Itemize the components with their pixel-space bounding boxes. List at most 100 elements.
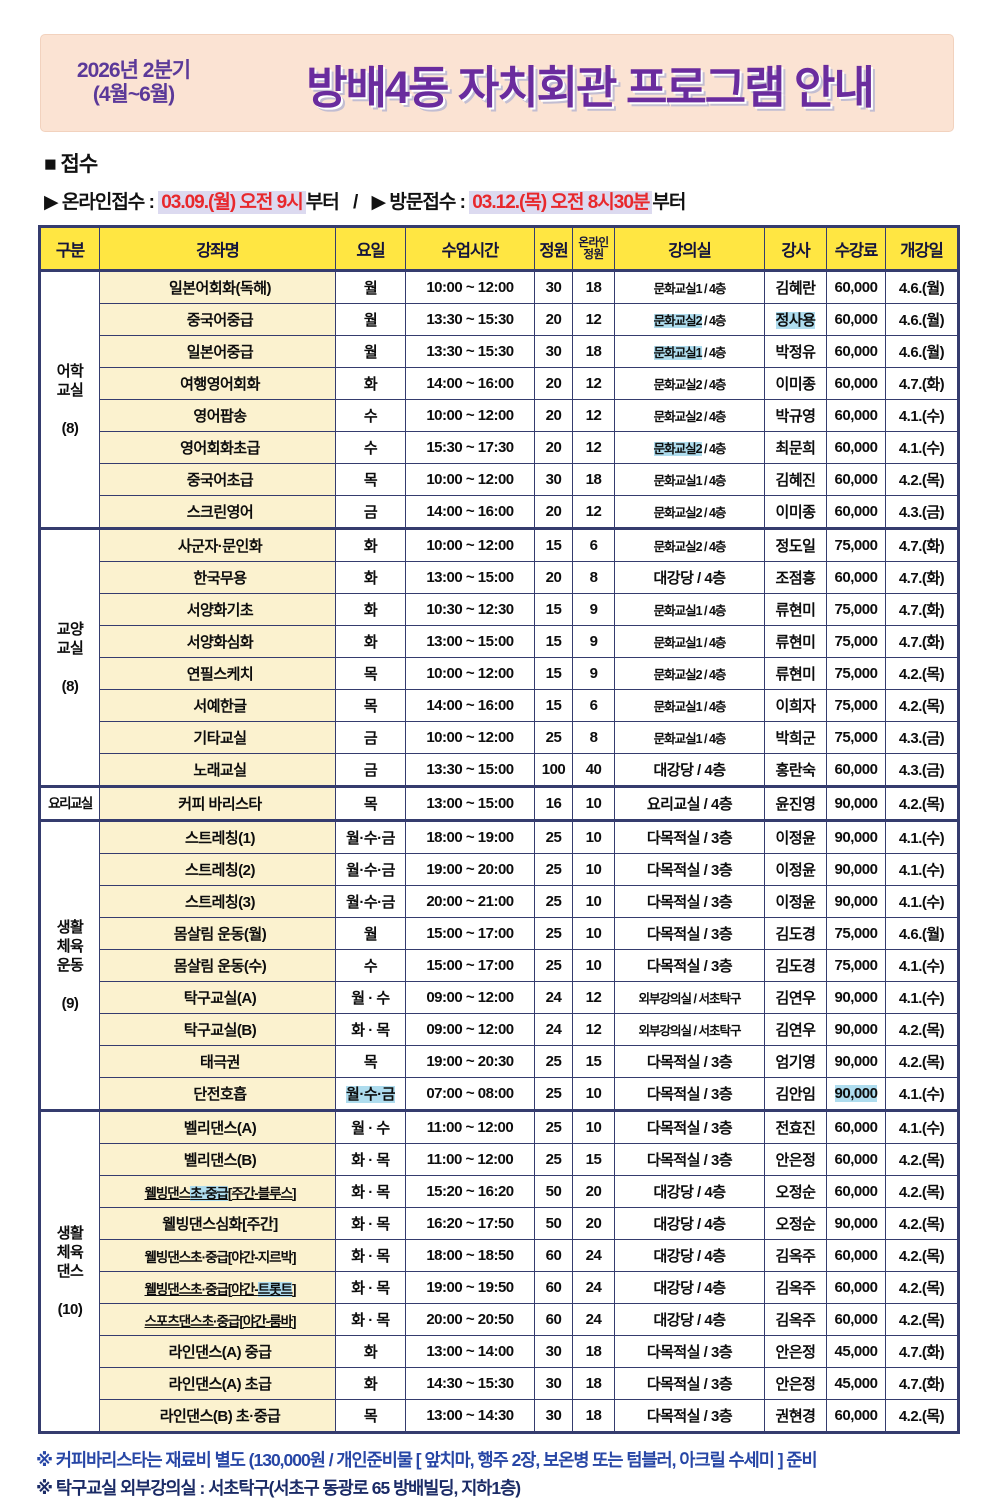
online-capacity-cell: 20	[572, 1175, 615, 1208]
capacity-cell: 20	[534, 431, 573, 464]
column-header: 강좌명	[99, 226, 336, 272]
online-capacity-cell: 18	[572, 463, 615, 496]
class-time-cell: 10:00 ~ 12:00	[405, 721, 535, 754]
course-name-cell: 연필스케치	[99, 657, 336, 690]
capacity-cell: 15	[534, 689, 573, 722]
fee-cell: 60,000	[826, 303, 886, 336]
capacity-cell: 25	[534, 949, 573, 982]
day-cell: 목	[335, 1399, 406, 1433]
instructor-cell: 안은정	[764, 1143, 827, 1176]
start-date-cell: 4.1.(수)	[885, 431, 959, 464]
classroom-cell: 문화교실1 / 4층	[614, 721, 765, 754]
program-row: 기타교실 금 10:00 ~ 12:00 25 8 문화교실1 / 4층 박희군 75,000…	[40, 721, 959, 754]
class-time-cell: 13:00 ~ 14:00	[405, 1335, 535, 1368]
course-name-cell: 서양화심화	[99, 625, 336, 658]
classroom-cell: 문화교실1 / 4층	[614, 335, 765, 368]
program-row: 라인댄스(A) 초급 화 14:30 ~ 15:30 30 18 다목적실 / 3층 안은정…	[40, 1367, 959, 1400]
class-time-cell: 19:00 ~ 20:30	[405, 1045, 535, 1078]
class-time-cell: 13:30 ~ 15:30	[405, 335, 535, 368]
fee-cell: 45,000	[826, 1335, 886, 1368]
classroom-cell: 문화교실2 / 4층	[614, 367, 765, 400]
class-time-cell: 10:00 ~ 12:00	[405, 269, 535, 304]
instructor-cell: 안은정	[764, 1367, 827, 1400]
program-row: 스포츠댄스초·중급[야간-룸바] 화 · 목 20:00 ~ 20:50 60 24 대강…	[40, 1303, 959, 1336]
online-capacity-cell: 12	[572, 367, 615, 400]
day-cell: 월·수·금	[335, 853, 406, 886]
course-name-cell: 라인댄스(A) 중급	[99, 1335, 336, 1368]
capacity-cell: 30	[534, 1335, 573, 1368]
category-cell: 생활 체육 댄스 (10)	[39, 1109, 100, 1433]
classroom-cell: 문화교실1 / 4층	[614, 463, 765, 496]
program-row: 요리교실 커피 바리스타 목 13:00 ~ 15:00 16 10 요리교실 / 4층 윤진…	[39, 785, 959, 821]
course-name-cell: 벨리댄스(A)	[99, 1109, 336, 1144]
start-date-cell: 4.7.(화)	[885, 625, 959, 658]
fee-cell: 90,000	[826, 853, 886, 886]
online-capacity-cell: 24	[572, 1303, 615, 1336]
day-cell: 화	[335, 593, 406, 626]
class-time-cell: 13:30 ~ 15:00	[405, 753, 535, 787]
online-capacity-cell: 9	[572, 625, 615, 658]
fee-cell: 60,000	[826, 1399, 886, 1433]
capacity-cell: 25	[534, 1045, 573, 1078]
reception-divider: /	[352, 192, 358, 213]
highlight-mark: 초·중급	[190, 1185, 229, 1201]
classroom-cell: 대강당 / 4층	[614, 1239, 765, 1272]
online-capacity-cell: 10	[572, 819, 615, 854]
instructor-cell: 이미종	[764, 367, 827, 400]
classroom-cell: 다목적실 / 3층	[614, 885, 765, 918]
course-name-cell: 웰빙댄스심화[주간]	[99, 1207, 336, 1240]
online-capacity-cell: 18	[572, 1335, 615, 1368]
fee-cell: 60,000	[826, 753, 886, 787]
column-header: 온라인 정원	[572, 226, 615, 272]
day-cell: 월	[335, 335, 406, 368]
capacity-cell: 30	[534, 1367, 573, 1400]
highlight-mark: 문화교실2	[653, 314, 703, 328]
course-name-cell: 서양화기초	[99, 593, 336, 626]
capacity-cell: 15	[534, 527, 573, 562]
online-capacity-cell: 18	[572, 1367, 615, 1400]
capacity-cell: 60	[534, 1303, 573, 1336]
online-capacity-cell: 15	[572, 1045, 615, 1078]
instructor-cell: 김혜란	[764, 269, 827, 304]
course-name-cell: 중국어중급	[99, 303, 336, 336]
course-name-cell: 여행영어회화	[99, 367, 336, 400]
class-time-cell: 14:00 ~ 16:00	[405, 495, 535, 529]
capacity-cell: 25	[534, 721, 573, 754]
program-row: 웰빙댄스심화[주간] 화 · 목 16:20 ~ 17:50 50 20 대강당 / 4층…	[40, 1207, 959, 1240]
day-cell: 화 · 목	[335, 1013, 406, 1046]
capacity-cell: 30	[534, 335, 573, 368]
highlight-mark: 정사용	[775, 312, 816, 329]
start-date-cell: 4.2.(목)	[885, 1013, 959, 1046]
fee-cell: 60,000	[826, 431, 886, 464]
capacity-cell: 24	[534, 1013, 573, 1046]
instructor-cell: 전효진	[764, 1109, 827, 1144]
day-cell: 화 · 목	[335, 1175, 406, 1208]
start-date-cell: 4.2.(목)	[885, 657, 959, 690]
course-name-cell: 커피 바리스타	[99, 785, 336, 821]
fee-cell: 75,000	[826, 657, 886, 690]
class-time-cell: 10:00 ~ 12:00	[405, 399, 535, 432]
highlight-mark: 문화교실1	[653, 346, 703, 360]
program-row: 단전호흡 월·수·금 07:00 ~ 08:00 25 10 다목적실 / 3층 김안임 90…	[40, 1077, 959, 1111]
program-row: 교양 교실 (8) 사군자·문인화 화 10:00 ~ 12:00 15 6 문화교실2 / …	[39, 527, 959, 787]
instructor-cell: 안은정	[764, 1335, 827, 1368]
classroom-cell: 대강당 / 4층	[614, 1271, 765, 1304]
capacity-cell: 25	[534, 1109, 573, 1144]
start-date-cell: 4.7.(화)	[885, 527, 959, 562]
capacity-cell: 30	[534, 1399, 573, 1433]
fee-cell: 60,000	[826, 1271, 886, 1304]
category-cell: 교양 교실 (8)	[39, 527, 100, 787]
day-cell: 월·수·금	[335, 885, 406, 918]
online-capacity-cell: 9	[572, 593, 615, 626]
instructor-cell: 김도경	[764, 917, 827, 950]
program-row: 스트레칭(3) 월·수·금 20:00 ~ 21:00 25 10 다목적실 / 3층 이정…	[40, 885, 959, 918]
note-barista-materials: ※ 커피바리스타는 재료비 별도 (130,000원 / 개인준비물 [ 앞치마…	[36, 1450, 818, 1470]
day-cell: 월 · 수	[335, 1109, 406, 1144]
start-date-cell: 4.6.(월)	[885, 335, 959, 368]
start-date-cell: 4.6.(월)	[885, 269, 959, 304]
online-capacity-cell: 18	[572, 335, 615, 368]
day-cell: 목	[335, 657, 406, 690]
online-reception-suffix: 부터	[305, 192, 340, 213]
start-date-cell: 4.7.(화)	[885, 561, 959, 594]
day-cell: 화 · 목	[335, 1143, 406, 1176]
